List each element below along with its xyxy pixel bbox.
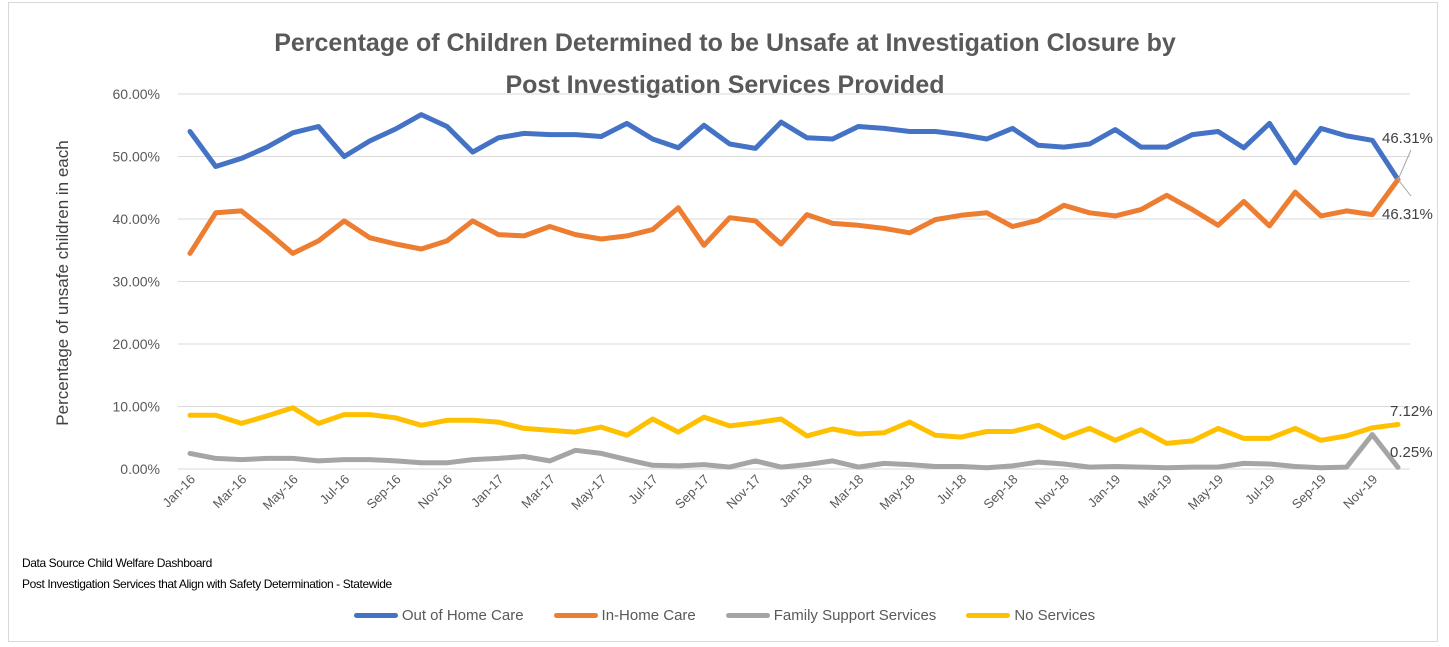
series-line-no-services[interactable] (187, 405, 1401, 446)
y-axis-tick-labels: 0.00% 10.00% 20.00% 30.00% 40.00% 50.00% 60.00… (113, 86, 160, 477)
y-tick-label: 40.00% (113, 211, 160, 227)
chart-title-line1: Percentage of Children Determined to be … (274, 29, 1176, 57)
annotation-family-support: 0.25% (1390, 444, 1433, 461)
legend-swatch (966, 613, 1011, 618)
legend-item-out-of-home-care[interactable]: Out of Home Care (353, 607, 524, 624)
y-tick-label: 60.00% (113, 86, 160, 102)
x-tick-label: May-16 (260, 472, 301, 513)
annotation-leader (1397, 179, 1412, 197)
x-tick-label: Jan-18 (776, 472, 815, 511)
x-axis-tick-labels: Jan-16 Mar-16 May-16 Jul-16 Sep-16 Nov-16 Jan-… (159, 472, 1380, 513)
x-tick-label: Mar-17 (518, 472, 558, 512)
x-tick-label: Sep-18 (980, 472, 1020, 512)
x-tick-label: Jul-16 (317, 472, 353, 508)
x-tick-label: Jan-19 (1085, 472, 1124, 511)
x-tick-label: May-17 (568, 472, 609, 513)
x-tick-label: Mar-19 (1135, 472, 1175, 512)
x-tick-label: Nov-19 (1340, 472, 1380, 512)
annotation-no-services: 7.12% (1390, 403, 1433, 420)
y-tick-label: 0.00% (120, 461, 160, 477)
legend-swatch (553, 613, 598, 618)
x-tick-label: Mar-16 (210, 472, 250, 512)
x-tick-label: Jul-19 (1242, 472, 1278, 508)
x-tick-label: Jan-17 (468, 472, 507, 511)
series-lines (187, 112, 1401, 471)
x-tick-label: Nov-16 (415, 472, 455, 512)
y-tick-label: 30.00% (113, 274, 160, 290)
x-tick-label: Jul-18 (934, 472, 970, 508)
y-tick-label: 50.00% (113, 149, 160, 165)
series-line-out-of-home-care[interactable] (187, 112, 1401, 183)
legend-label: Family Support Services (773, 607, 937, 624)
y-tick-label: 10.00% (113, 399, 160, 415)
x-tick-label: Nov-18 (1032, 472, 1072, 512)
data-source-note: Data Source Child Welfare Dashboard (22, 556, 212, 570)
series-line-in-home-care[interactable] (187, 177, 1401, 256)
x-tick-label: Jan-16 (159, 472, 198, 511)
legend-item-in-home-care[interactable]: In-Home Care (553, 607, 696, 624)
legend: Out of Home Care In-Home Care Family Sup… (0, 607, 1449, 624)
annotation-in-home-care: 46.31% (1382, 206, 1433, 223)
series-line-family-support-services[interactable] (187, 432, 1401, 471)
subtitle-note: Post Investigation Services that Align w… (22, 577, 392, 591)
x-tick-label: Mar-18 (827, 472, 867, 512)
legend-swatch (725, 613, 770, 618)
legend-item-no-services[interactable]: No Services (966, 607, 1095, 624)
x-tick-label: Sep-19 (1289, 472, 1329, 512)
x-tick-label: May-19 (1185, 472, 1226, 513)
y-axis-label: Percentage of unsafe children in each (53, 140, 72, 426)
annotations: 46.31% 46.31% 7.12% 0.25% (1382, 130, 1433, 461)
x-tick-label: Nov-17 (723, 472, 763, 512)
y-tick-label: 20.00% (113, 336, 160, 352)
x-tick-label: May-18 (877, 472, 918, 513)
legend-label: No Services (1014, 607, 1096, 624)
chart-frame (8, 2, 1438, 642)
x-tick-label: Sep-17 (672, 472, 712, 512)
legend-swatch (353, 613, 398, 618)
annotation-leader (1397, 149, 1412, 180)
annotation-out-of-home-care: 46.31% (1382, 130, 1433, 147)
x-tick-label: Sep-16 (363, 472, 403, 512)
x-tick-label: Jul-17 (625, 472, 661, 508)
legend-label: Out of Home Care (401, 607, 524, 624)
legend-item-family-support-services[interactable]: Family Support Services (725, 607, 937, 624)
legend-label: In-Home Care (601, 607, 696, 624)
